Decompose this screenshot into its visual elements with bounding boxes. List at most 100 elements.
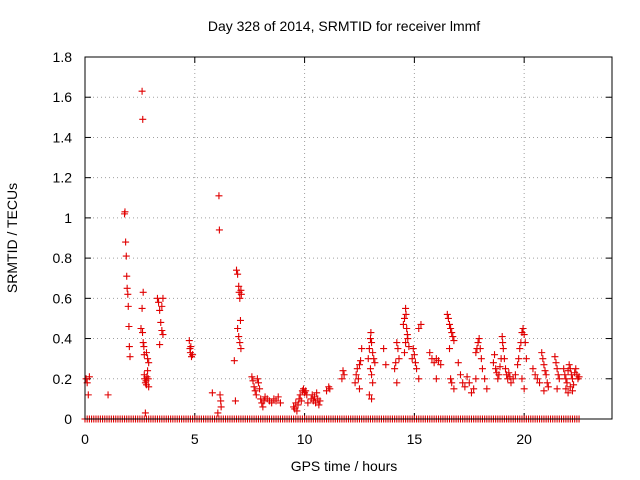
data-point xyxy=(450,385,458,393)
data-point xyxy=(394,345,402,353)
data-point xyxy=(340,371,348,379)
data-point xyxy=(368,395,376,403)
data-point xyxy=(366,335,374,343)
data-point xyxy=(354,375,362,383)
data-point xyxy=(459,379,467,387)
data-point xyxy=(144,355,152,363)
data-point xyxy=(355,385,363,393)
data-point xyxy=(514,361,522,369)
data-point xyxy=(158,302,166,310)
plot-frame xyxy=(84,56,613,420)
data-point xyxy=(403,325,411,332)
data-point xyxy=(432,375,440,383)
data-point xyxy=(217,403,225,411)
data-point xyxy=(313,389,321,397)
data-point xyxy=(450,337,458,345)
data-point xyxy=(137,325,145,332)
data-point xyxy=(366,365,374,373)
data-point xyxy=(518,375,526,383)
data-point xyxy=(555,375,563,383)
data-point xyxy=(235,282,243,290)
data-point xyxy=(393,379,401,387)
data-point xyxy=(474,339,482,347)
data-point xyxy=(294,401,302,409)
data-point xyxy=(125,343,133,351)
data-point xyxy=(139,329,147,337)
data-point xyxy=(491,351,499,359)
data-point xyxy=(139,115,147,123)
data-point xyxy=(454,359,462,367)
data-point xyxy=(391,365,399,373)
data-point xyxy=(392,359,400,367)
data-point xyxy=(236,294,244,302)
data-point xyxy=(515,355,523,363)
data-point xyxy=(365,345,373,353)
data-point xyxy=(382,361,390,369)
data-point xyxy=(236,339,244,347)
data-point xyxy=(126,353,134,361)
data-point xyxy=(443,310,451,318)
data-point xyxy=(500,355,508,363)
data-point xyxy=(253,375,261,383)
data-point xyxy=(395,355,403,363)
data-point xyxy=(217,397,225,405)
data-point xyxy=(529,365,537,373)
data-point xyxy=(158,327,166,335)
data-point xyxy=(304,399,312,407)
data-point xyxy=(478,365,486,373)
data-point xyxy=(355,361,363,369)
data-point xyxy=(444,314,452,322)
data-point xyxy=(519,325,527,332)
data-point xyxy=(250,383,258,391)
data-point xyxy=(145,383,153,391)
y-tick-label: 1.2 xyxy=(53,170,73,186)
data-point xyxy=(367,329,375,337)
x-axis-label: GPS time / hours xyxy=(291,458,398,474)
y-tick-label: 0.6 xyxy=(53,290,73,306)
data-point xyxy=(358,345,366,353)
data-point xyxy=(237,345,245,353)
data-point xyxy=(159,294,167,302)
data-point xyxy=(572,365,580,373)
data-point xyxy=(499,339,507,347)
data-point xyxy=(138,87,146,95)
data-point xyxy=(502,365,510,373)
data-point xyxy=(123,272,131,280)
data-point xyxy=(492,365,500,373)
data-point xyxy=(276,399,284,407)
data-point xyxy=(496,363,504,371)
data-point xyxy=(296,391,304,399)
data-point xyxy=(380,345,388,353)
data-point xyxy=(272,397,280,405)
y-tick-label: 0.8 xyxy=(53,250,73,266)
data-point xyxy=(408,355,416,363)
data-point xyxy=(541,367,549,375)
data-point xyxy=(369,379,377,387)
data-point xyxy=(326,385,334,393)
data-point xyxy=(352,371,360,379)
data-point xyxy=(402,339,410,347)
data-point xyxy=(509,375,517,383)
data-point xyxy=(404,335,412,343)
data-point xyxy=(233,266,241,274)
data-point xyxy=(315,401,323,409)
data-point xyxy=(122,238,130,246)
data-point xyxy=(483,385,491,393)
data-point xyxy=(156,341,164,349)
data-point xyxy=(138,304,146,312)
x-tick-label: 15 xyxy=(407,431,423,447)
data-point xyxy=(495,371,503,379)
x-tick-label: 10 xyxy=(297,431,313,447)
data-point xyxy=(369,349,377,357)
data-point xyxy=(400,349,408,357)
data-point xyxy=(540,387,548,395)
data-point xyxy=(542,371,550,379)
data-point xyxy=(411,359,419,367)
data-point xyxy=(316,397,324,405)
data-point xyxy=(141,409,149,417)
x-tick-label: 0 xyxy=(81,431,89,447)
data-point xyxy=(84,391,92,399)
data-point xyxy=(351,379,359,387)
data-point xyxy=(562,385,570,393)
